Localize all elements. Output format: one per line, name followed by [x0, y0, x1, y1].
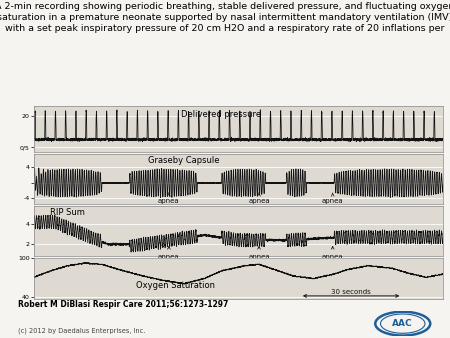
Text: apnea: apnea	[248, 246, 270, 260]
Text: RIP Sum: RIP Sum	[50, 209, 85, 217]
Text: apnea: apnea	[248, 193, 270, 204]
Text: apnea: apnea	[158, 193, 180, 204]
Text: Graseby Capsule: Graseby Capsule	[148, 156, 220, 165]
Text: apnea: apnea	[158, 246, 180, 260]
Text: A 2-min recording showing periodic breathing, stable delivered pressure, and flu: A 2-min recording showing periodic breat…	[0, 2, 450, 33]
Text: apnea: apnea	[322, 246, 343, 260]
Text: Delivered pressure: Delivered pressure	[181, 110, 261, 119]
Text: (c) 2012 by Daedalus Enterprises, Inc.: (c) 2012 by Daedalus Enterprises, Inc.	[18, 328, 145, 334]
Text: 30 seconds: 30 seconds	[331, 289, 371, 295]
Text: Oxygen Saturation: Oxygen Saturation	[136, 281, 215, 290]
Text: apnea: apnea	[322, 193, 343, 204]
Text: Robert M DiBlasi Respir Care 2011;56:1273-1297: Robert M DiBlasi Respir Care 2011;56:127…	[18, 300, 228, 309]
Text: AAC: AAC	[392, 319, 413, 328]
